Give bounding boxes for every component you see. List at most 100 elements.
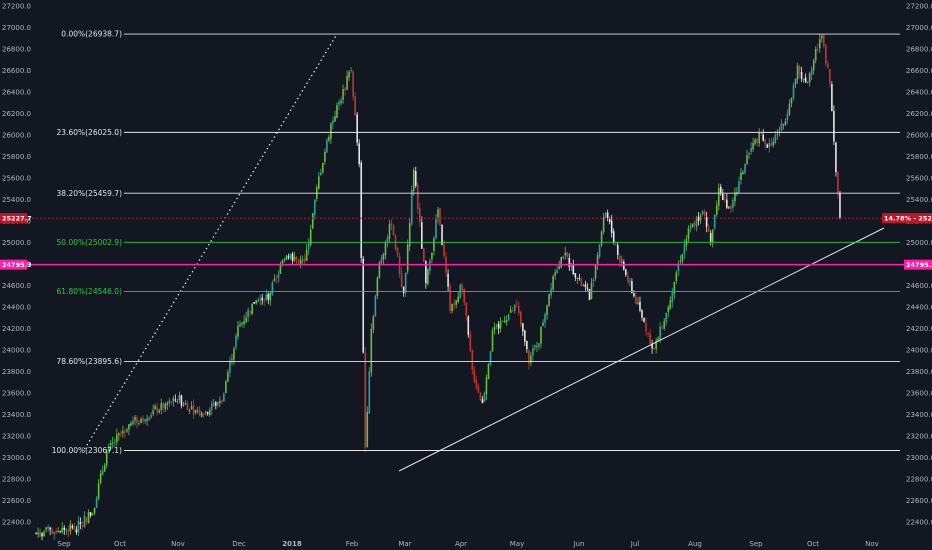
candle-body	[293, 257, 296, 260]
candle-body	[683, 244, 686, 254]
candle-body	[800, 72, 803, 79]
candle-body	[344, 88, 346, 91]
candle-body	[340, 100, 342, 104]
candle-body	[790, 98, 793, 104]
candle-body	[627, 274, 629, 282]
candle-body	[164, 403, 167, 409]
candle-body	[130, 423, 132, 426]
candle-body	[491, 330, 494, 351]
candle-body	[57, 530, 60, 533]
candle-body	[273, 278, 276, 281]
candle-body	[269, 292, 272, 301]
candle-body	[237, 325, 239, 337]
candle-body	[806, 81, 809, 83]
fib-level-label: 100.00%(23067.1)	[52, 446, 122, 455]
candle-body	[330, 123, 332, 139]
candle-body	[396, 247, 399, 255]
candle-body	[241, 322, 243, 325]
candle-body	[388, 224, 391, 239]
y-tick-label-right: 23000.0	[906, 454, 932, 462]
candle-body	[564, 252, 567, 256]
candle-body	[243, 321, 245, 325]
candle-body	[120, 432, 122, 434]
candle-body	[431, 252, 433, 260]
candle-body	[257, 300, 259, 302]
candle-body	[691, 223, 694, 228]
candle-body	[774, 134, 777, 143]
candle-body	[818, 39, 821, 49]
candle-body	[697, 217, 700, 221]
candle-body	[263, 301, 266, 302]
x-tick-label: Nov	[865, 540, 879, 548]
candle-body	[134, 417, 136, 421]
candle-body	[665, 312, 668, 322]
candle-body	[707, 227, 710, 232]
candle-body	[324, 151, 326, 162]
candle-body	[172, 398, 175, 402]
candle-body	[307, 243, 310, 250]
candle-body	[414, 171, 417, 187]
candle-body	[562, 256, 565, 259]
fibonacci-retracement[interactable]: 0.00%(26938.7) 23.60%(26025.0) 38.20%(2545…	[52, 30, 900, 455]
candle-body	[441, 224, 443, 246]
magenta-price-label-right: 24795.3	[906, 261, 932, 269]
candle-body	[596, 255, 599, 265]
candle-body	[639, 301, 641, 311]
candle-body	[140, 418, 142, 423]
candle-body	[503, 320, 506, 323]
candle-body	[372, 316, 375, 330]
candle-body	[358, 143, 360, 165]
candle-body	[194, 409, 197, 413]
candle-body	[457, 296, 459, 302]
candle-body	[520, 312, 522, 325]
candle-body	[477, 386, 480, 393]
candle-body	[41, 533, 43, 537]
candle-body	[584, 284, 587, 288]
candle-body	[451, 303, 453, 312]
candle-body	[600, 231, 603, 246]
candle-body	[655, 340, 657, 349]
candle-body	[109, 443, 112, 446]
candle-body	[184, 403, 187, 405]
candle-body	[483, 393, 486, 402]
candle-body	[65, 529, 68, 531]
x-tick-label: Aug	[688, 540, 702, 548]
candle-body	[291, 253, 294, 261]
candle-body	[235, 335, 237, 348]
candle-body	[651, 343, 653, 349]
candle-body	[221, 400, 223, 402]
x-tick-label: May	[510, 540, 524, 548]
candle-body	[497, 323, 500, 329]
candle-body	[170, 401, 173, 403]
candle-body	[437, 209, 439, 218]
candle-body	[350, 70, 352, 72]
candle-body	[332, 120, 334, 124]
y-tick-label-left: 23000.0	[2, 454, 31, 462]
candle-body	[594, 265, 597, 279]
candle-body	[303, 258, 306, 262]
candle-body	[326, 139, 328, 153]
candle-body	[548, 293, 550, 306]
candle-body	[101, 470, 104, 475]
candle-body	[61, 527, 64, 532]
candle-body	[831, 84, 833, 111]
drawings-layer	[83, 33, 885, 472]
candle-body	[820, 35, 823, 39]
y-tick-label-right: 24600.0	[906, 282, 932, 290]
y-tick-label-right: 22400.0	[906, 519, 932, 527]
y-tick-label-right: 24400.0	[906, 304, 932, 312]
candle-body	[148, 418, 150, 420]
candle-body	[231, 358, 233, 360]
candle-body	[281, 260, 284, 264]
candle-body	[180, 395, 183, 406]
x-tick-label: Sep	[749, 540, 763, 548]
candle-body	[659, 326, 661, 340]
candle-body	[81, 525, 84, 527]
magenta-price-label-left: 24795.3	[2, 261, 32, 269]
candle-body	[443, 244, 445, 257]
candle-body	[471, 350, 474, 371]
y-tick-label-left: 23200.0	[2, 433, 31, 441]
candle-body	[227, 372, 229, 382]
